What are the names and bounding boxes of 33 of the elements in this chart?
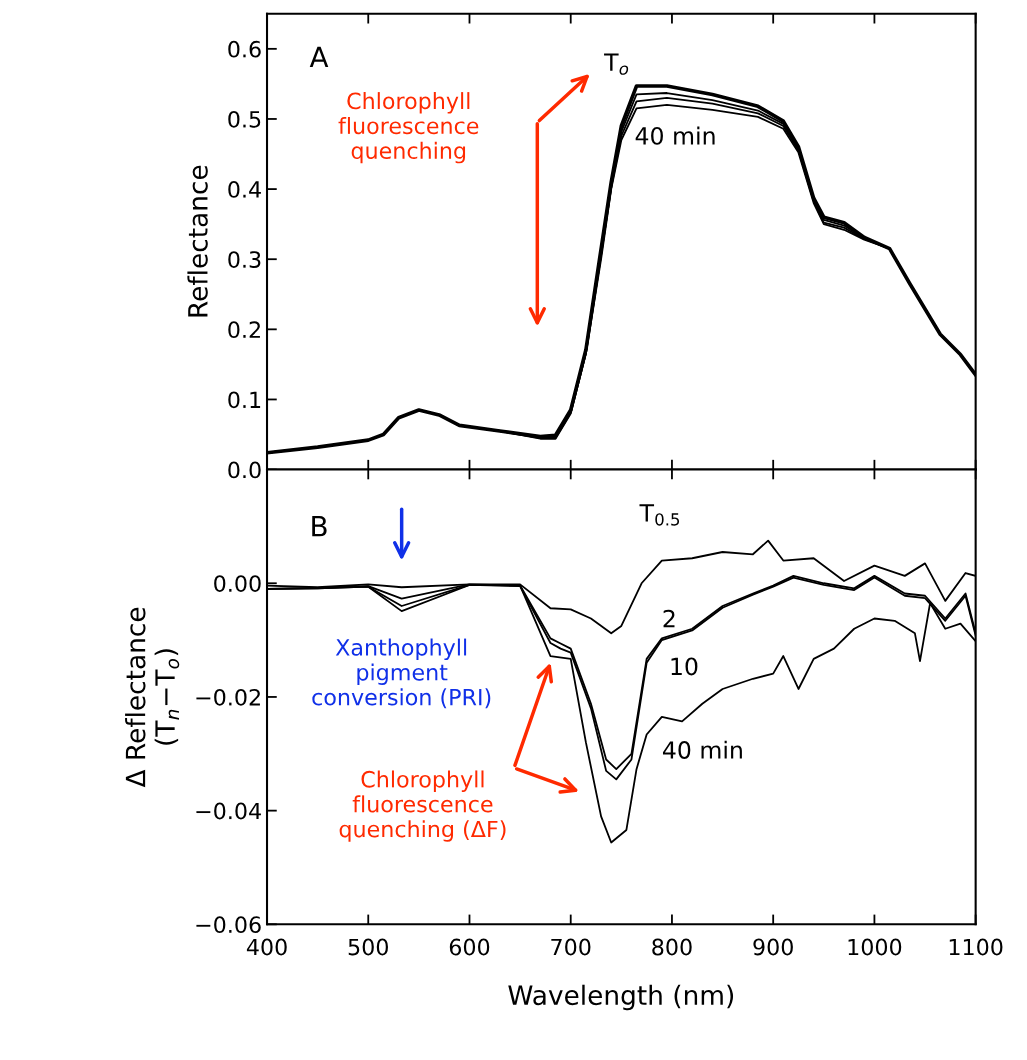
annotation: Chlorophyll fluorescence quenching (338, 92, 479, 164)
x-tick-label: 600 (449, 938, 490, 956)
x-tick-label: 700 (551, 938, 591, 956)
annotation: Xanthophyll pigment conversion (PRI) (312, 638, 491, 709)
x-axis-title: Wavelength (nm) (508, 984, 734, 1011)
x-tick-label: 1100 (949, 938, 1003, 956)
y-tick-label: −0.06 (196, 916, 261, 934)
series-label: 40 min (662, 740, 742, 759)
y-tick-label: 0.4 (228, 181, 261, 198)
y-tick-label: 0.0 (228, 461, 261, 479)
x-tick-label: 800 (652, 938, 692, 956)
annotation: B (312, 516, 327, 537)
series-label: T$_{0.5}$ (639, 504, 680, 526)
annotation: Chlorophyll fluorescence quenching (ΔF) (339, 770, 506, 842)
y-tick-label: 0.6 (228, 40, 261, 58)
x-tick-label: 1000 (848, 938, 902, 956)
y-tick-label: 0.1 (228, 391, 261, 409)
x-tick-label: 900 (753, 938, 793, 956)
y-axis-title: Reflectance (187, 165, 208, 317)
y-tick-label: 0.2 (228, 321, 260, 339)
series-label: 10 (671, 657, 698, 676)
series-label: 2 (663, 609, 675, 628)
series-label: T$_{o}$ (604, 53, 629, 75)
y-tick-label: 0.00 (214, 575, 261, 593)
series-label: 40 min (635, 126, 715, 145)
y-tick-label: 0.5 (228, 110, 261, 128)
y-tick-label: 0.3 (228, 251, 261, 268)
x-tick-label: 400 (246, 938, 287, 956)
y-tick-label: −0.04 (196, 802, 261, 820)
y-axis-title: Δ Reflectance (T$_{n}$−T$_{o}$) (125, 607, 180, 788)
annotation: A (309, 46, 329, 68)
x-tick-label: 500 (348, 938, 388, 956)
y-tick-label: −0.02 (196, 688, 260, 706)
